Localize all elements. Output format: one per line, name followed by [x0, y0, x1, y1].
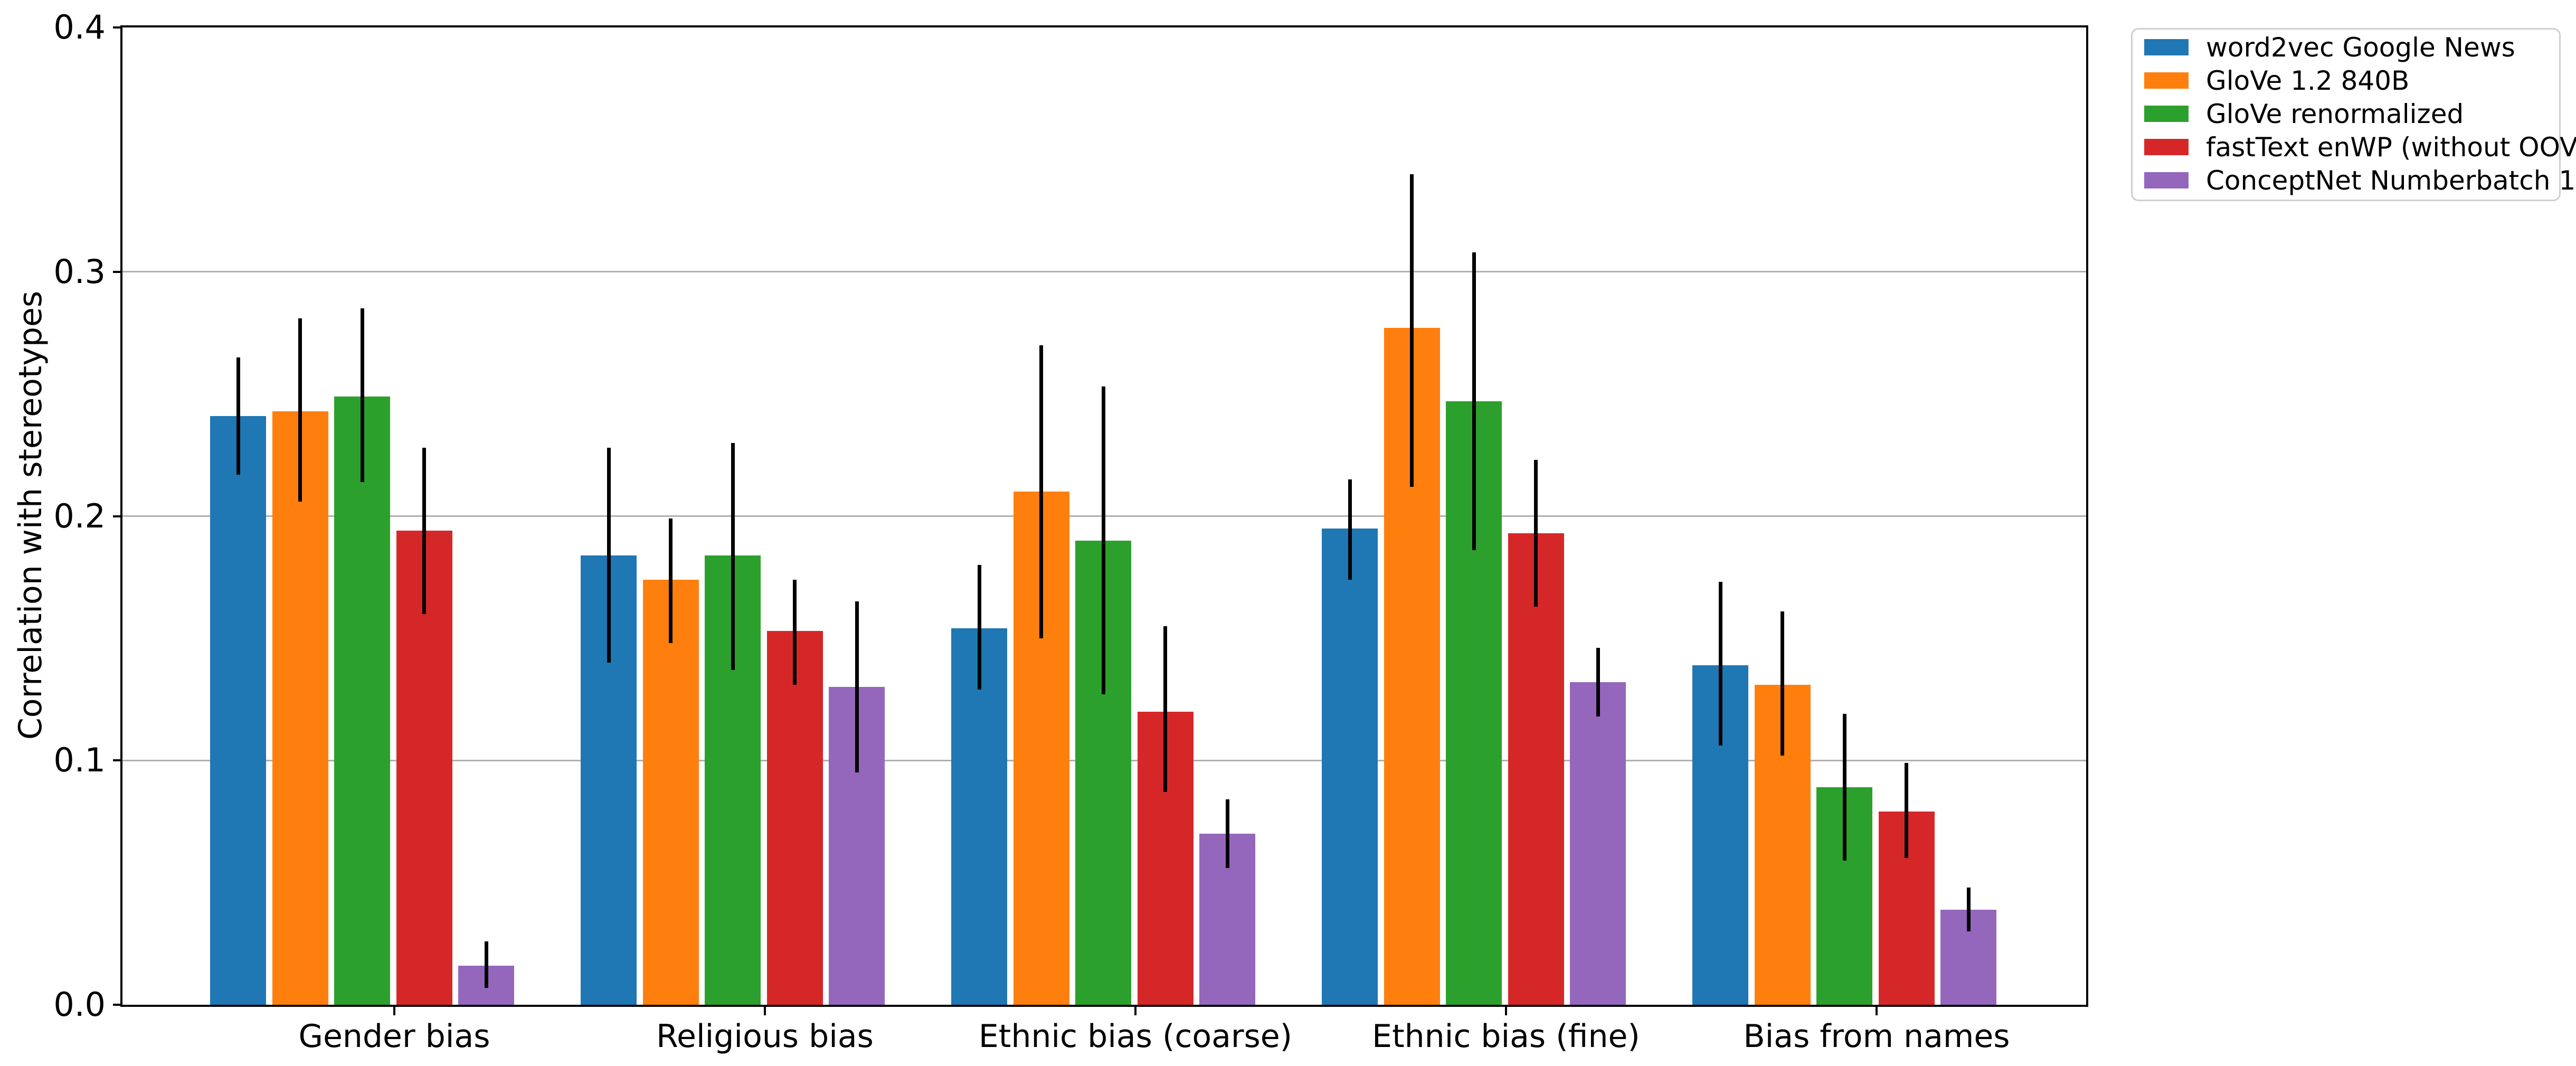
legend-item-conceptnet-numberbatch-17-04: ConceptNet Numberbatch 17.04 — [2144, 164, 2576, 197]
bar-gender-bias-glove-renormalized — [334, 396, 390, 1005]
error-bar-religious-bias-glove-renormalized — [731, 442, 735, 671]
error-bar-ethnic-bias-coarse-glove-1-2-840b — [1039, 345, 1043, 638]
error-bar-ethnic-bias-coarse-glove-renormalized — [1101, 386, 1105, 695]
x-tick-mark-ethnic-bias-coarse — [1134, 1007, 1137, 1015]
legend-label-conceptnet-numberbatch-17-04: ConceptNet Numberbatch 17.04 — [2206, 165, 2576, 196]
error-bar-ethnic-bias-fine-glove-renormalized — [1472, 252, 1476, 551]
error-bar-religious-bias-fasttext-enwp-without-oov — [793, 579, 797, 685]
legend: word2vec Google News GloVe 1.2 840B GloVe … — [2131, 28, 2576, 201]
error-bar-bias-from-names-glove-renormalized — [1842, 714, 1846, 861]
error-bar-religious-bias-conceptnet-numberbatch-17-04 — [855, 601, 859, 773]
x-tick-mark-ethnic-bias-fine — [1505, 1007, 1507, 1015]
y-tick-mark-0.3 — [113, 270, 121, 273]
legend-label-glove-renormalized: GloVe renormalized — [2206, 98, 2464, 129]
error-bar-ethnic-bias-coarse-fasttext-enwp-without-oov — [1163, 626, 1167, 793]
bar-ethnic-bias-fine-fasttext-enwp-without-oov — [1508, 533, 1564, 1005]
gridline-0.3 — [122, 271, 2086, 273]
legend-swatch-conceptnet-numberbatch-17-04 — [2144, 172, 2189, 188]
legend-item-word2vec-google-news: word2vec Google News — [2144, 31, 2550, 64]
error-bar-ethnic-bias-fine-conceptnet-numberbatch-17-04 — [1596, 648, 1600, 716]
error-bar-religious-bias-word2vec-google-news — [607, 447, 611, 663]
error-bar-bias-from-names-glove-1-2-840b — [1781, 611, 1784, 756]
bar-religious-bias-glove-1-2-840b — [642, 579, 699, 1005]
error-bar-bias-from-names-conceptnet-numberbatch-17-04 — [1966, 887, 1971, 932]
legend-swatch-glove-renormalized — [2144, 106, 2189, 122]
error-bar-ethnic-bias-fine-word2vec-google-news — [1348, 479, 1352, 580]
y-tick-mark-0.1 — [113, 759, 121, 762]
error-bar-gender-bias-fasttext-enwp-without-oov — [422, 447, 426, 614]
bar-gender-bias-word2vec-google-news — [210, 416, 266, 1005]
x-tick-mark-religious-bias — [764, 1007, 766, 1015]
error-bar-gender-bias-glove-renormalized — [360, 308, 364, 482]
error-bar-gender-bias-glove-1-2-840b — [298, 318, 302, 502]
bar-gender-bias-glove-1-2-840b — [272, 411, 328, 1005]
error-bar-ethnic-bias-coarse-conceptnet-numberbatch-17-04 — [1225, 799, 1229, 868]
y-tick-label-0: 0.0 — [53, 985, 106, 1024]
x-tick-mark-gender-bias — [393, 1007, 395, 1015]
bar-ethnic-bias-fine-word2vec-google-news — [1322, 528, 1378, 1005]
x-tick-label-ethnic-bias-coarse: Ethnic bias (coarse) — [978, 1018, 1293, 1055]
bar-religious-bias-fasttext-enwp-without-oov — [766, 630, 823, 1005]
y-tick-mark-0.2 — [113, 515, 121, 517]
y-tick-label-0.1: 0.1 — [53, 741, 106, 780]
legend-item-glove-renormalized: GloVe renormalized — [2144, 97, 2550, 130]
legend-item-glove-1-2-840b: GloVe 1.2 840B — [2144, 64, 2550, 97]
y-tick-label-0.4: 0.4 — [53, 8, 106, 46]
x-tick-label-bias-from-names: Bias from names — [1743, 1018, 2010, 1055]
error-bar-bias-from-names-word2vec-google-news — [1718, 582, 1722, 746]
legend-label-word2vec-google-news: word2vec Google News — [2206, 32, 2515, 63]
bar-ethnic-bias-coarse-word2vec-google-news — [951, 628, 1007, 1005]
error-bar-religious-bias-glove-1-2-840b — [669, 518, 673, 644]
legend-swatch-glove-1-2-840b — [2144, 72, 2189, 89]
legend-item-fasttext-enwp-without-oov: fastText enWP (without OOV) — [2144, 130, 2576, 164]
legend-label-fasttext-enwp-without-oov: fastText enWP (without OOV) — [2206, 131, 2576, 163]
error-bar-gender-bias-word2vec-google-news — [236, 357, 240, 475]
x-tick-label-ethnic-bias-fine: Ethnic bias (fine) — [1372, 1018, 1640, 1055]
error-bar-bias-from-names-fasttext-enwp-without-oov — [1905, 762, 1908, 859]
error-bar-gender-bias-conceptnet-numberbatch-17-04 — [484, 941, 488, 988]
bar-ethnic-bias-fine-conceptnet-numberbatch-17-04 — [1570, 682, 1626, 1005]
error-bar-ethnic-bias-coarse-word2vec-google-news — [977, 565, 981, 690]
x-tick-label-gender-bias: Gender bias — [298, 1018, 490, 1055]
plot-frame — [120, 25, 2088, 1007]
y-tick-label-0.3: 0.3 — [53, 252, 106, 291]
y-tick-mark-0.4 — [113, 26, 121, 29]
x-tick-label-religious-bias: Religious bias — [656, 1018, 874, 1055]
x-tick-mark-bias-from-names — [1876, 1007, 1878, 1015]
y-tick-label-0.2: 0.2 — [53, 496, 106, 535]
legend-swatch-word2vec-google-news — [2144, 39, 2189, 55]
y-tick-mark-0 — [113, 1004, 121, 1006]
legend-swatch-fasttext-enwp-without-oov — [2144, 139, 2189, 155]
legend-label-glove-1-2-840b: GloVe 1.2 840B — [2206, 65, 2410, 96]
error-bar-ethnic-bias-fine-fasttext-enwp-without-oov — [1534, 460, 1538, 607]
error-bar-ethnic-bias-fine-glove-1-2-840b — [1410, 174, 1414, 487]
